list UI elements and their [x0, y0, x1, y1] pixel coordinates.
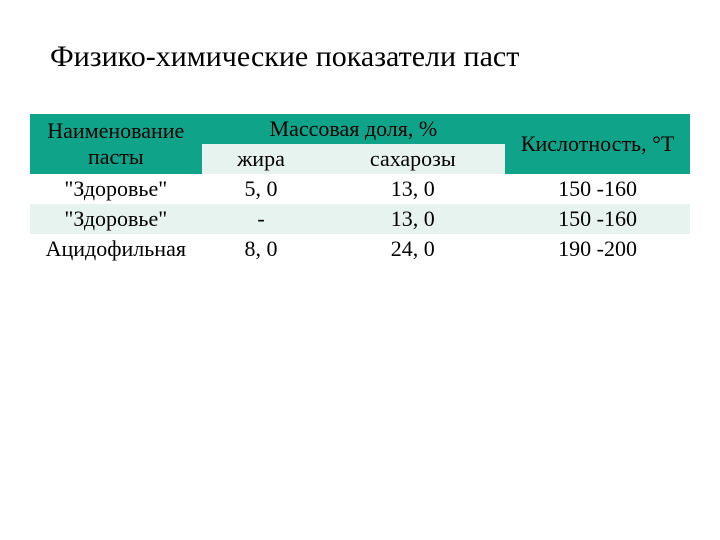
cell-acidity: 150 -160	[505, 174, 690, 204]
table-row: "Здоровье" 5, 0 13, 0 150 -160	[30, 174, 690, 204]
cell-fat: -	[202, 204, 321, 234]
col-subheader-sugar: сахарозы	[320, 144, 505, 174]
table-header-row-1: Наименование пасты Массовая доля, % Кисл…	[30, 114, 690, 144]
cell-sugar: 13, 0	[320, 204, 505, 234]
col-header-acidity: Кислотность, °Т	[505, 114, 690, 174]
cell-fat: 5, 0	[202, 174, 321, 204]
page-title: Физико-химические показатели паст	[50, 40, 690, 74]
data-table: Наименование пасты Массовая доля, % Кисл…	[30, 114, 690, 264]
col-header-name: Наименование пасты	[30, 114, 202, 174]
cell-name: "Здоровье"	[30, 204, 202, 234]
cell-acidity: 190 -200	[505, 234, 690, 264]
col-header-mass-fraction: Массовая доля, %	[202, 114, 506, 144]
table-row: Ацидофильная 8, 0 24, 0 190 -200	[30, 234, 690, 264]
cell-sugar: 24, 0	[320, 234, 505, 264]
cell-name: "Здоровье"	[30, 174, 202, 204]
table-row: "Здоровье" - 13, 0 150 -160	[30, 204, 690, 234]
col-subheader-fat: жира	[202, 144, 321, 174]
cell-fat: 8, 0	[202, 234, 321, 264]
cell-acidity: 150 -160	[505, 204, 690, 234]
cell-sugar: 13, 0	[320, 174, 505, 204]
cell-name: Ацидофильная	[30, 234, 202, 264]
